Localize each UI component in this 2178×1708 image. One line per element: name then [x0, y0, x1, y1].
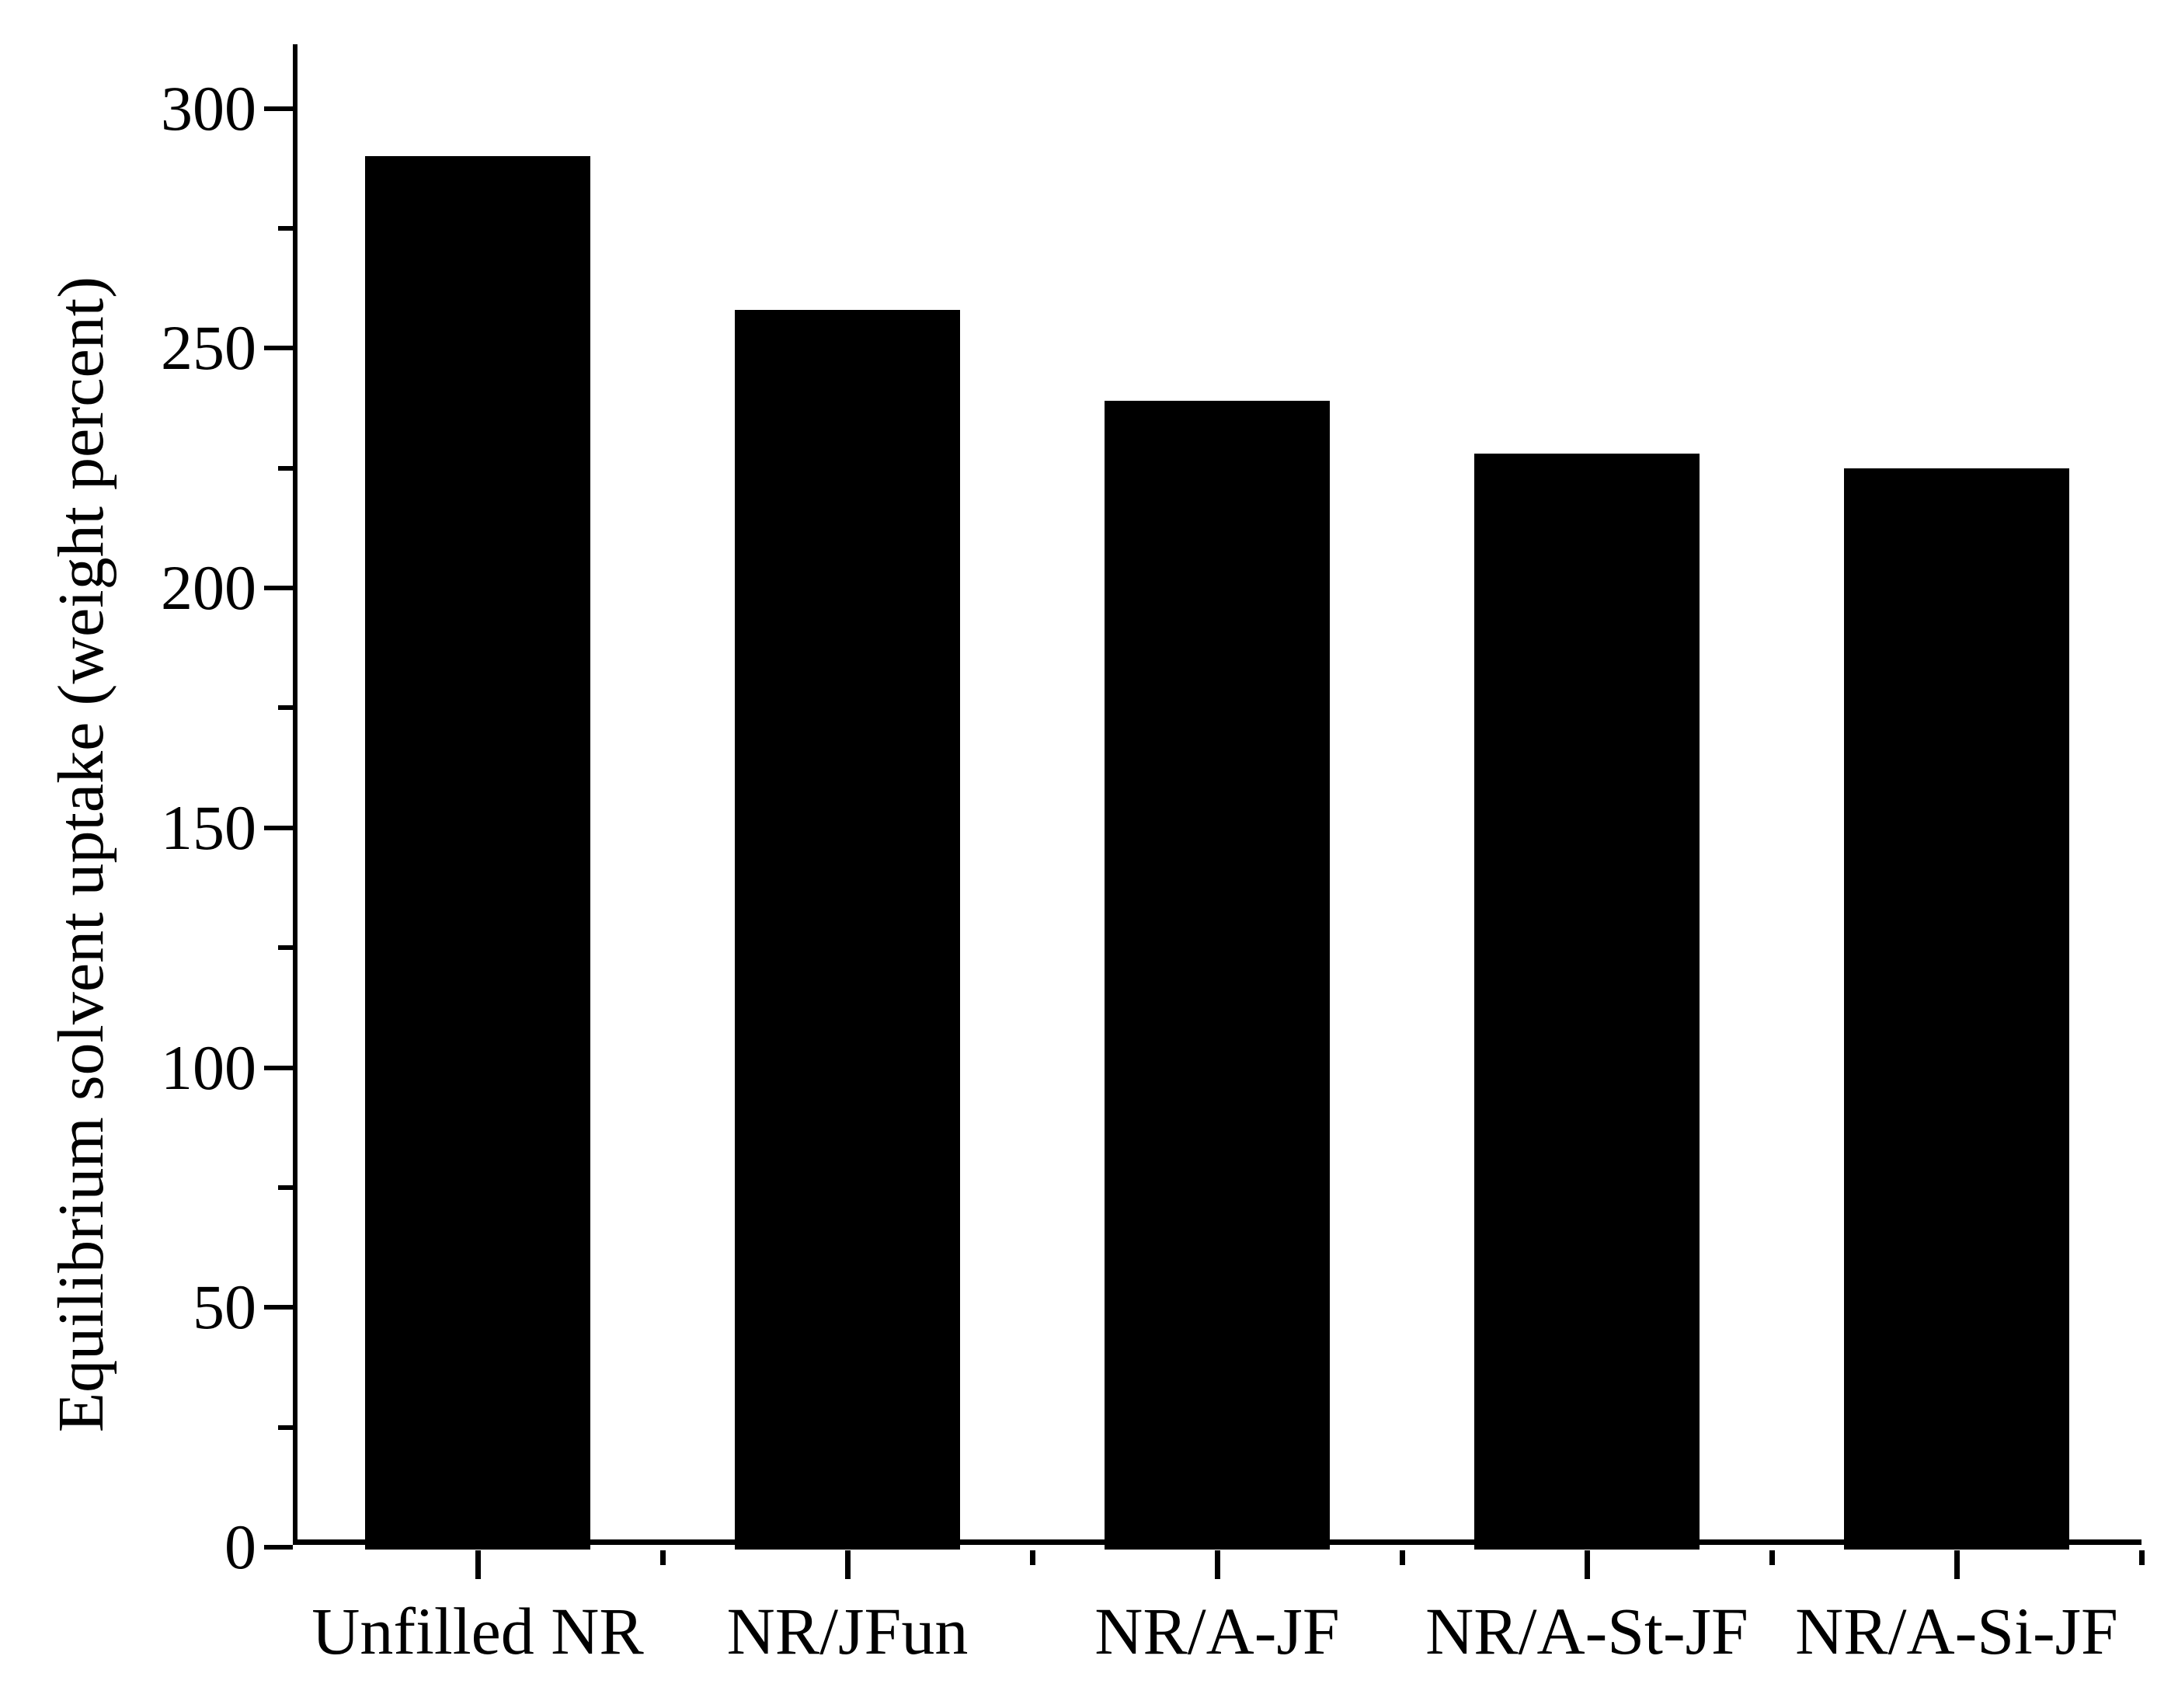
x-category-label: NR/JFun — [726, 1594, 969, 1668]
y-minor-tick — [278, 705, 293, 711]
y-major-tick — [264, 825, 293, 830]
x-minor-tick — [1399, 1550, 1405, 1565]
bar — [365, 156, 590, 1550]
y-minor-tick — [278, 1184, 293, 1190]
x-major-tick — [475, 1550, 481, 1579]
y-minor-tick — [278, 465, 293, 471]
y-tick-label: 100 — [161, 1031, 256, 1103]
x-major-tick — [1584, 1550, 1590, 1579]
bar — [735, 309, 960, 1550]
y-tick-label: 0 — [224, 1511, 256, 1582]
x-minor-tick — [659, 1550, 666, 1565]
bar — [1844, 468, 2069, 1550]
y-minor-tick — [278, 1424, 293, 1430]
y-tick-label: 200 — [161, 552, 256, 623]
y-tick-label: 50 — [193, 1271, 256, 1343]
y-major-tick — [264, 1305, 293, 1310]
x-category-label: NR/A-JF — [1094, 1594, 1340, 1668]
y-major-tick — [264, 346, 293, 351]
y-tick-label: 300 — [161, 72, 256, 144]
x-major-tick — [1214, 1550, 1220, 1579]
x-major-tick — [1954, 1550, 1960, 1579]
y-major-tick — [264, 586, 293, 590]
y-major-tick — [264, 106, 293, 111]
x-minor-tick — [2138, 1550, 2145, 1565]
bar — [1105, 401, 1330, 1550]
x-major-tick — [844, 1550, 851, 1579]
y-tick-label: 150 — [161, 791, 256, 863]
x-minor-tick — [1029, 1550, 1035, 1565]
y-minor-tick — [278, 945, 293, 951]
x-minor-tick — [1769, 1550, 1775, 1565]
y-tick-label: 250 — [161, 312, 256, 384]
bar — [1474, 454, 1700, 1550]
x-category-label: NR/A-St-JF — [1425, 1594, 1748, 1668]
y-major-tick — [264, 1545, 293, 1550]
x-category-label: Unfilled NR — [311, 1594, 644, 1668]
y-minor-tick — [278, 225, 293, 231]
y-major-tick — [264, 1065, 293, 1070]
x-category-label: NR/A-Si-JF — [1795, 1594, 2118, 1668]
